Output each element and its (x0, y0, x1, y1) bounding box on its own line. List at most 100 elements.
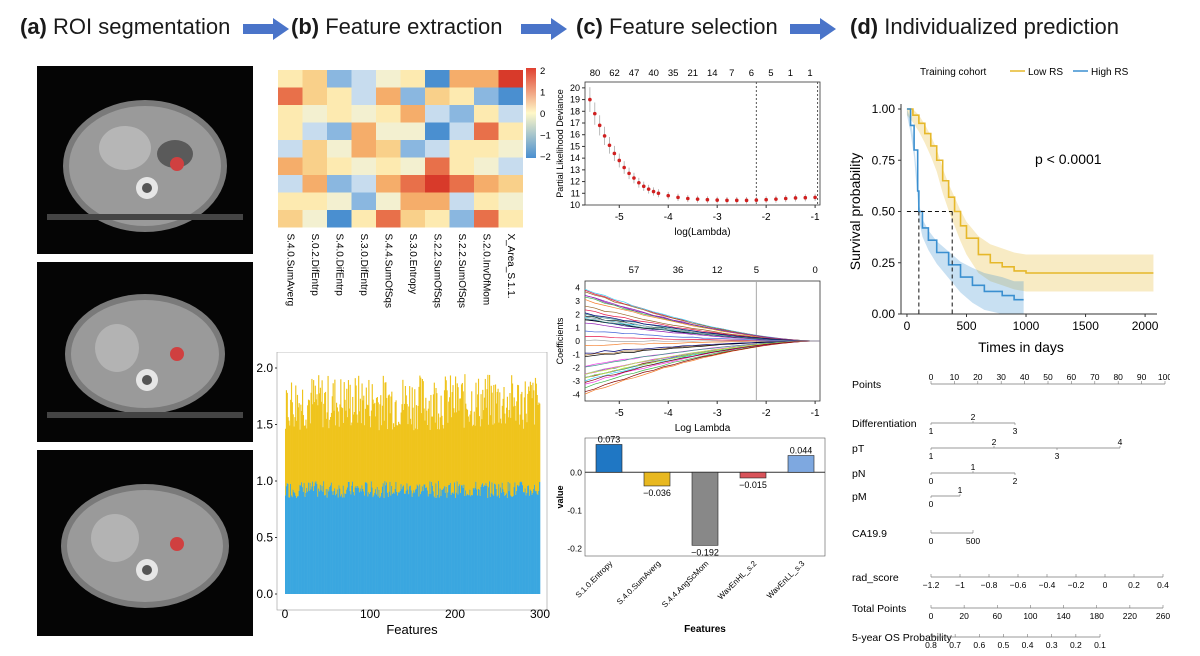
heatmap-cell (474, 140, 499, 158)
heatmap-cell (327, 105, 352, 123)
icc-bar-lower (347, 487, 349, 594)
bar-value-label: 0.044 (790, 446, 813, 456)
icc-bar-lower (489, 496, 491, 594)
icc-bar-lower (429, 481, 431, 594)
icc-bar-lower (412, 493, 414, 594)
heatmap-cell (425, 70, 450, 88)
icc-bar-upper (500, 418, 502, 488)
icc-bar-lower (330, 482, 333, 594)
icc-bar-upper (331, 396, 333, 492)
nomogram-tick-label: 100 (1023, 611, 1037, 621)
x-tick-label: 1500 (1072, 319, 1099, 333)
icc-bar-upper (302, 415, 304, 492)
icc-bar-lower (291, 497, 293, 594)
icc-bar-upper (492, 424, 494, 495)
icc-bar-lower (461, 485, 463, 594)
icc-bar-upper (288, 420, 290, 498)
deviance-point (734, 198, 739, 203)
icc-bar-lower (357, 485, 359, 594)
icc-bar-upper (447, 422, 449, 493)
icc-bar-lower (312, 481, 314, 594)
y-axis-label: Coefficients (555, 317, 565, 364)
icc-bar-lower (483, 486, 485, 594)
icc-bar-lower (296, 496, 299, 594)
icc-bar-lower (432, 485, 434, 594)
nomogram-tick-label: −0.2 (1068, 580, 1085, 590)
icc-bar-lower (302, 491, 304, 594)
icc-bar-upper (334, 379, 336, 489)
y-tick-label: 17 (570, 118, 580, 128)
icc-bar-lower (320, 490, 322, 594)
icc-bar-lower (405, 490, 407, 594)
y-axis-label: Survival probability (847, 153, 863, 271)
icc-bar-upper (299, 429, 301, 486)
icc-bar-lower (469, 489, 471, 594)
y-tick-label: 0.00 (872, 307, 896, 321)
icc-bar-lower (472, 495, 474, 594)
icc-bar-upper (533, 390, 535, 489)
top-tick-label: 14 (707, 68, 718, 79)
heatmap-cell (376, 192, 401, 210)
top-tick-label: 7 (729, 68, 734, 79)
nomogram-tick-label: −0.6 (1010, 580, 1027, 590)
icc-bar-lower (450, 494, 452, 594)
nomogram-tick-label: 0.1 (1094, 640, 1106, 650)
heatmap-cell (351, 157, 376, 175)
heatmap-cell (327, 175, 352, 193)
icc-bar-upper (369, 416, 371, 494)
deviance-point (783, 196, 788, 201)
icc-bar-lower (446, 497, 448, 594)
icc-bar-upper (477, 394, 479, 496)
nomogram-row-label: 5-year OS Probability (852, 632, 953, 644)
icc-bar-lower (404, 493, 406, 594)
heatmap-legend-tick: 1 (540, 88, 545, 99)
icc-bar-lower (370, 481, 372, 594)
icc-bar-lower (367, 496, 369, 594)
heatmap-cell (425, 175, 450, 193)
icc-bar-lower (409, 485, 412, 594)
icc-bar-lower (451, 492, 453, 594)
nomogram-tick-label: 80 (1113, 372, 1123, 382)
bar-value-label: 0.073 (598, 436, 621, 444)
icc-bar-lower (416, 484, 418, 594)
icc-bar-lower (484, 485, 486, 594)
icc-bar-upper (450, 417, 452, 495)
icc-bar-upper (387, 429, 389, 493)
heatmap-cell (327, 122, 352, 140)
icc-bar-upper (398, 421, 400, 493)
heatmap-cell (376, 105, 401, 123)
icc-bar-lower (333, 490, 335, 594)
icc-bar-lower (535, 490, 537, 594)
y-tick-label: 15 (570, 141, 580, 151)
icc-bar-lower (419, 484, 421, 594)
icc-bar-lower (302, 487, 304, 594)
icc-bar-lower (285, 486, 287, 594)
icc-bar-upper (325, 418, 327, 490)
icc-bar-upper (434, 422, 436, 498)
icc-bar-lower (431, 481, 433, 594)
icc-bar-lower (325, 489, 327, 594)
icc-bar-upper (464, 374, 466, 497)
nomogram-tick-label: 0.6 (973, 640, 985, 650)
icc-bar-lower (426, 490, 429, 594)
icc-bar-upper (501, 405, 503, 483)
icc-bar-lower (511, 496, 513, 594)
nomogram-tick-label: 0 (929, 499, 934, 509)
icc-bar-lower (338, 485, 340, 594)
icc-bar-lower (442, 489, 444, 594)
heatmap-cell (278, 105, 303, 123)
icc-bar-upper (494, 384, 497, 485)
icc-bar-lower (526, 492, 528, 594)
icc-bar-upper (426, 424, 429, 491)
icc-bar-lower (496, 496, 498, 594)
icc-bar-upper (471, 391, 473, 495)
icc-bar-lower (378, 489, 380, 594)
icc-bar-lower (476, 489, 478, 594)
icc-bar-upper (330, 412, 333, 483)
icc-bar-lower (488, 487, 490, 594)
nomogram-tick-label: 20 (973, 372, 983, 382)
icc-bar-upper (285, 428, 287, 496)
icc-bar-lower (531, 494, 533, 594)
plot-frame (584, 81, 821, 206)
nomogram-tick-label: 0.3 (1046, 640, 1058, 650)
